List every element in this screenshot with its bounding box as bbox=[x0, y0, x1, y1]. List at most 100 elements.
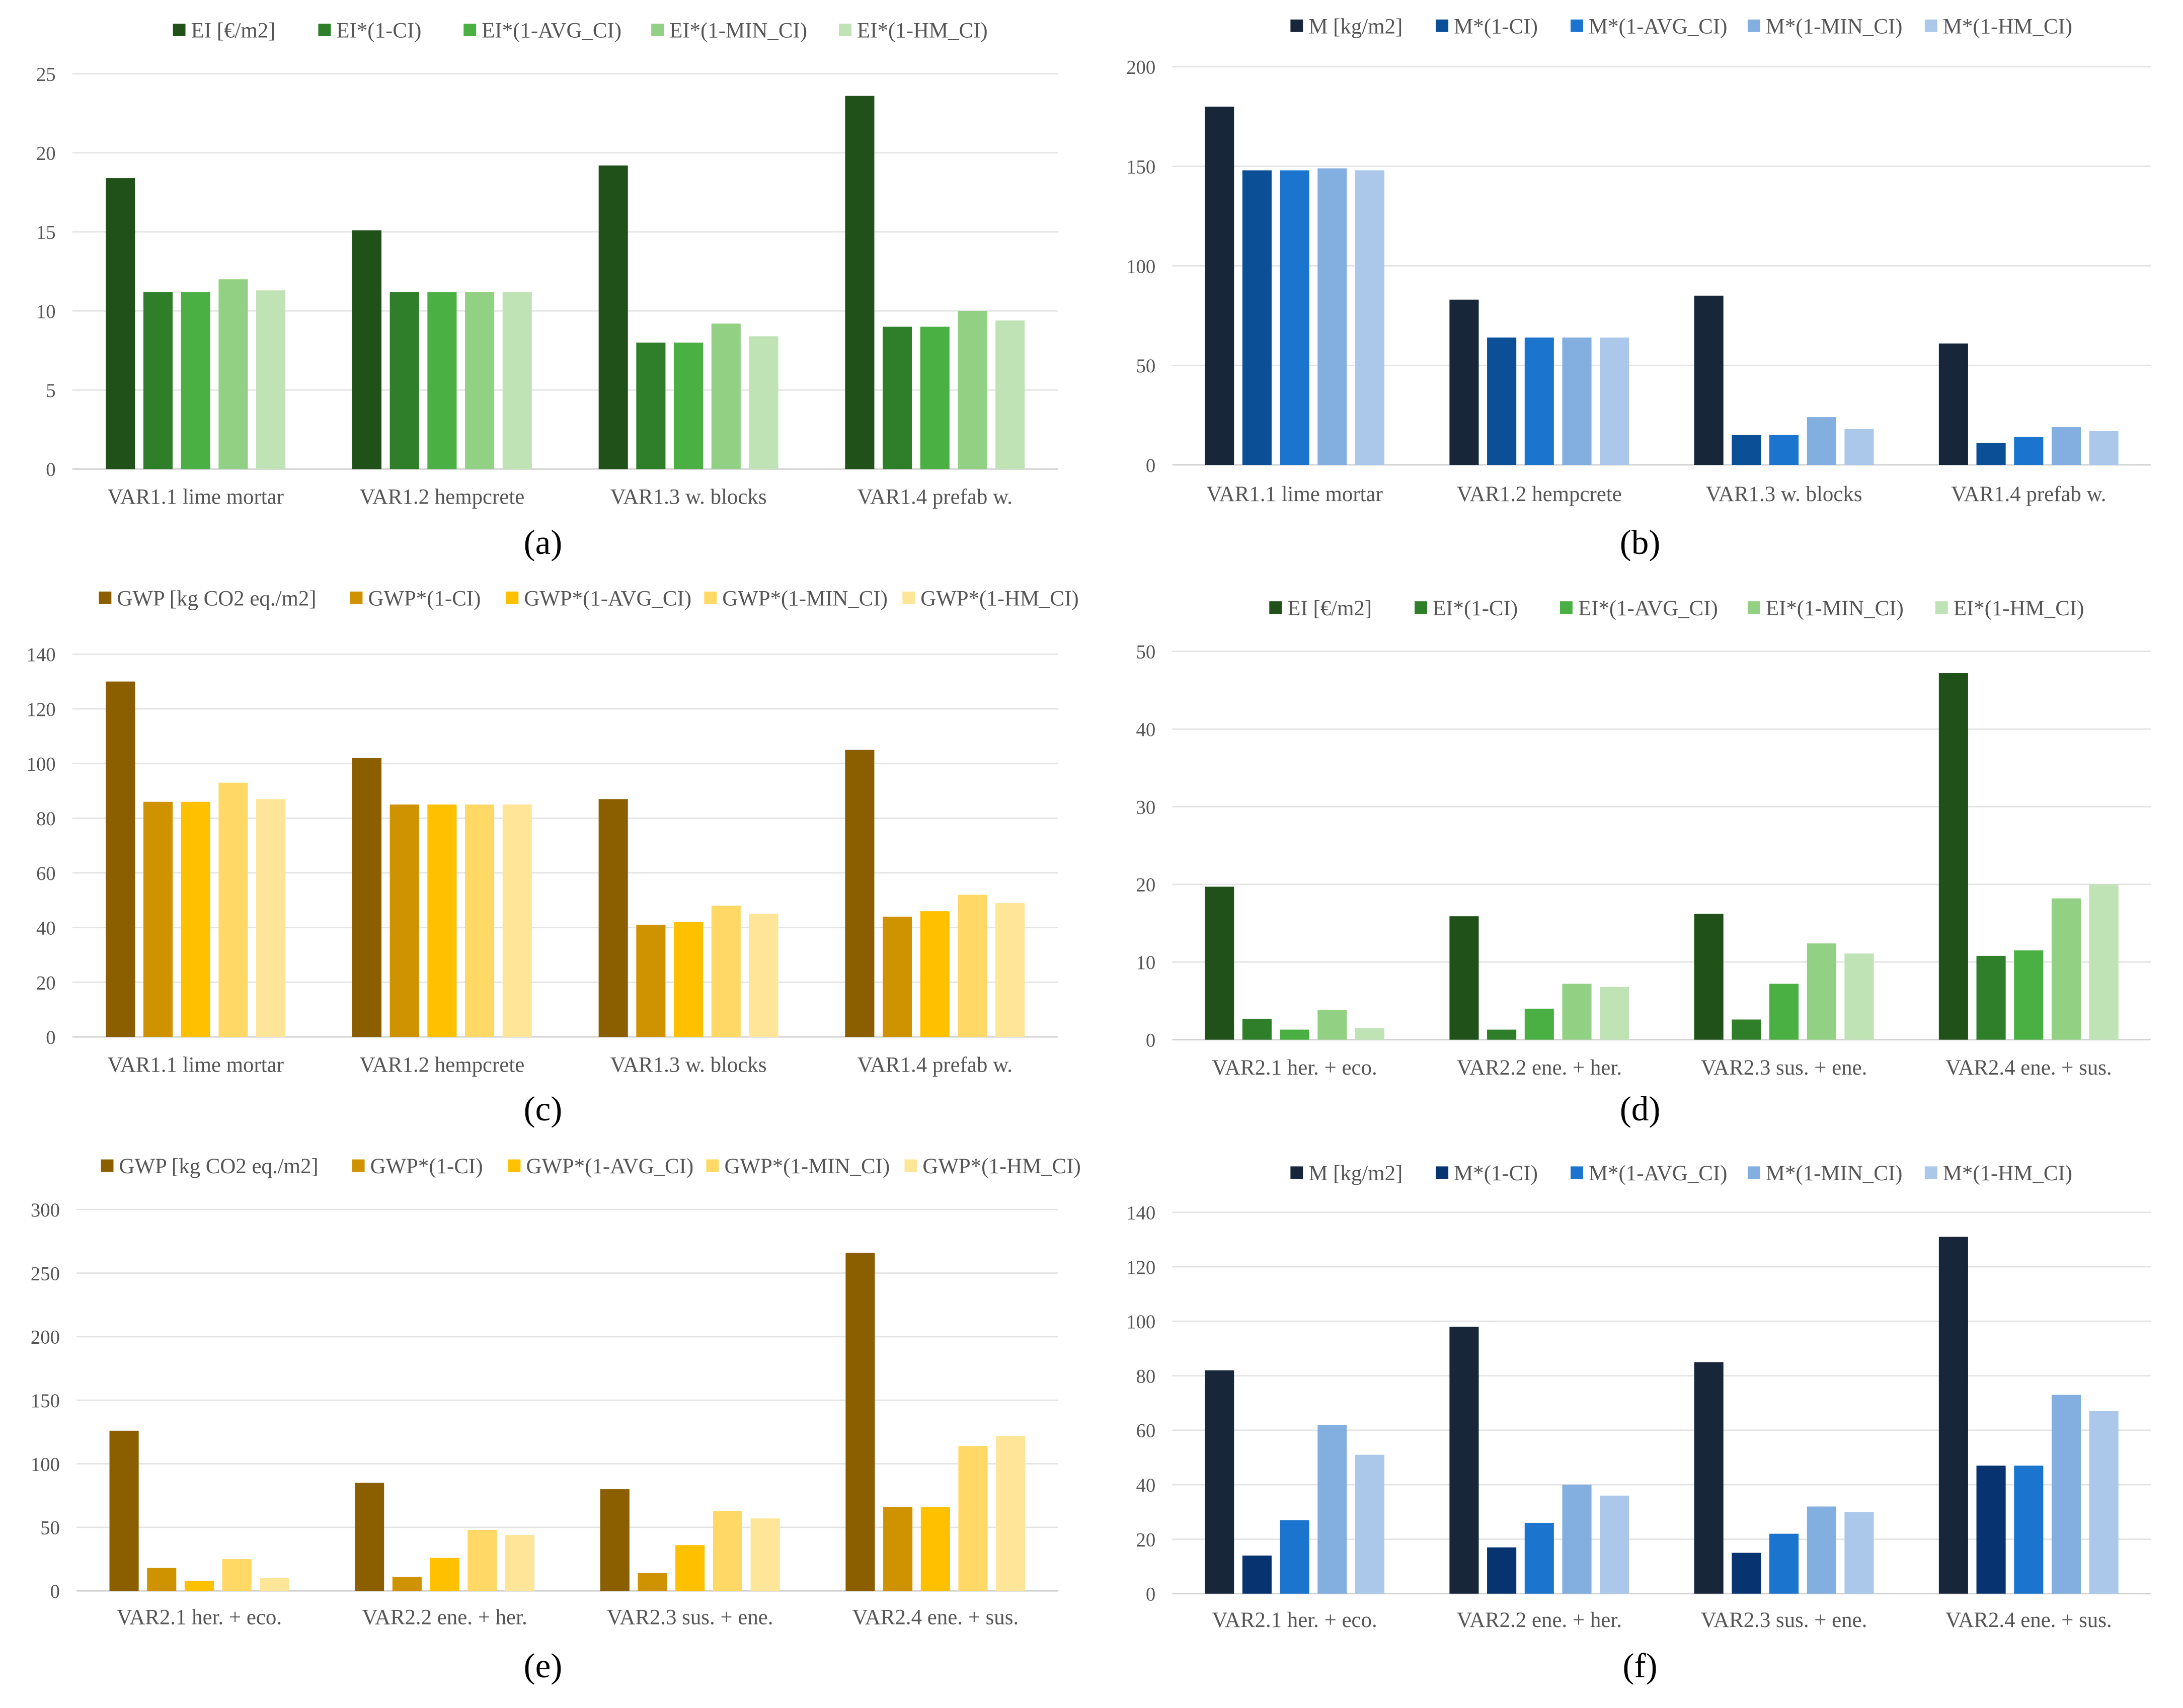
bar bbox=[389, 804, 419, 1037]
legend-label: M*(1-MIN_CI) bbox=[1766, 1162, 1903, 1185]
bar bbox=[920, 327, 950, 469]
legend-swatch bbox=[173, 24, 186, 36]
bar bbox=[1600, 337, 1629, 465]
legend-swatch bbox=[1415, 601, 1428, 614]
bar bbox=[1242, 1555, 1272, 1594]
legend-label: EI*(1-AVG_CI) bbox=[1578, 597, 1718, 620]
legend-label: M*(1-HM_CI) bbox=[1943, 15, 2072, 38]
bar bbox=[600, 1489, 630, 1591]
legend-swatch bbox=[101, 1159, 114, 1172]
category-label: VAR1.3 w. blocks bbox=[610, 485, 767, 509]
bar bbox=[218, 279, 248, 469]
category-label: VAR2.4 ene. + sus. bbox=[1945, 1056, 2112, 1080]
y-tick-label: 100 bbox=[31, 1453, 60, 1475]
y-tick-label: 60 bbox=[1136, 1420, 1156, 1442]
y-tick-label: 5 bbox=[46, 380, 55, 401]
bar bbox=[106, 178, 135, 469]
category-label: VAR2.2 ene. + her. bbox=[362, 1606, 527, 1630]
y-tick-label: 200 bbox=[1126, 57, 1155, 78]
legend-label: M [kg/m2] bbox=[1308, 15, 1402, 38]
category-label: VAR1.2 hempcrete bbox=[359, 485, 524, 509]
bar bbox=[505, 1535, 535, 1591]
bar bbox=[465, 292, 495, 469]
bar bbox=[674, 922, 704, 1037]
bar bbox=[2014, 950, 2044, 1040]
legend: M [kg/m2] M*(1-CI) M*(1-AVG_CI) M*(1-MIN_CI… bbox=[1290, 15, 2072, 38]
bar bbox=[958, 894, 987, 1037]
y-tick-label: 0 bbox=[1146, 1584, 1155, 1605]
bar bbox=[467, 1529, 497, 1591]
bar bbox=[1280, 1029, 1309, 1040]
bar bbox=[636, 925, 666, 1037]
bar bbox=[1938, 1237, 1968, 1594]
bar bbox=[143, 801, 173, 1037]
y-tick-label: 0 bbox=[46, 1027, 55, 1048]
legend-label: GWP*(1-AVG_CI) bbox=[526, 1155, 693, 1178]
bar bbox=[883, 917, 912, 1037]
category-label: VAR1.2 hempcrete bbox=[359, 1053, 524, 1077]
category-label: VAR2.1 her. + eco. bbox=[1212, 1608, 1377, 1632]
y-tick-label: 20 bbox=[36, 143, 56, 165]
bar bbox=[1976, 443, 2006, 465]
bar bbox=[1317, 1010, 1347, 1040]
bar bbox=[2089, 431, 2119, 465]
bar bbox=[222, 1559, 252, 1591]
legend-label: EI*(1-AVG_CI) bbox=[482, 19, 621, 43]
bar bbox=[1562, 1485, 1592, 1594]
legend-swatch bbox=[1747, 1166, 1760, 1179]
bar bbox=[1449, 916, 1479, 1040]
bar bbox=[427, 804, 457, 1037]
y-tick-label: 0 bbox=[50, 1581, 60, 1602]
bar bbox=[147, 1568, 177, 1591]
y-tick-label: 120 bbox=[27, 699, 56, 720]
bar bbox=[711, 906, 741, 1037]
y-tick-label: 15 bbox=[36, 222, 56, 243]
y-tick-label: 200 bbox=[31, 1327, 60, 1348]
bar bbox=[1732, 435, 1761, 465]
bar bbox=[1562, 337, 1592, 465]
category-label: VAR1.3 w. blocks bbox=[1706, 482, 1862, 506]
bar bbox=[352, 230, 382, 469]
legend-swatch bbox=[904, 1159, 917, 1172]
y-tick-label: 120 bbox=[1126, 1257, 1155, 1278]
bar bbox=[1317, 1425, 1347, 1594]
legend: EI [€/m2] EI*(1-CI) EI*(1-AVG_CI) EI*(1-MIN… bbox=[1269, 597, 2084, 620]
legend-swatch bbox=[508, 1159, 521, 1172]
y-tick-label: 40 bbox=[1136, 719, 1156, 741]
bar bbox=[392, 1577, 422, 1591]
bar bbox=[2051, 1395, 2081, 1594]
panel-label: (f) bbox=[1623, 1646, 1658, 1685]
legend-swatch bbox=[350, 591, 363, 604]
legend-swatch bbox=[506, 591, 519, 604]
y-tick-label: 40 bbox=[36, 918, 56, 939]
bar bbox=[1976, 955, 2006, 1040]
category-label: VAR2.2 ene. + her. bbox=[1457, 1056, 1622, 1080]
bar bbox=[2014, 437, 2044, 465]
bar bbox=[845, 1253, 875, 1591]
legend-label: M*(1-CI) bbox=[1454, 1162, 1538, 1185]
bar bbox=[1976, 1466, 2006, 1594]
category-label: VAR2.1 her. + eco. bbox=[117, 1606, 282, 1630]
panel-label: (e) bbox=[524, 1646, 563, 1685]
legend: M [kg/m2] M*(1-CI) M*(1-AVG_CI) M*(1-MIN_CI… bbox=[1290, 1162, 2072, 1185]
bar bbox=[883, 327, 912, 469]
bar bbox=[713, 1511, 742, 1591]
bar bbox=[1844, 429, 1874, 465]
bar bbox=[1769, 1533, 1799, 1594]
bar bbox=[1694, 914, 1724, 1040]
bar bbox=[502, 292, 532, 469]
legend: GWP [kg CO2 eq./m2] GWP*(1-CI) GWP*(1-AVG_… bbox=[101, 1155, 1081, 1178]
category-label: VAR1.4 prefab w. bbox=[857, 1053, 1012, 1077]
y-tick-label: 140 bbox=[27, 644, 56, 666]
bar bbox=[1769, 984, 1799, 1040]
bar bbox=[675, 1545, 705, 1591]
legend-swatch bbox=[1560, 601, 1573, 614]
legend-label: GWP [kg CO2 eq./m2] bbox=[119, 1155, 319, 1178]
bar bbox=[1524, 337, 1554, 465]
y-tick-label: 80 bbox=[36, 808, 56, 830]
bar bbox=[958, 311, 987, 469]
legend: GWP [kg CO2 eq./m2] GWP*(1-CI) GWP*(1-AVG_… bbox=[99, 587, 1079, 610]
bar bbox=[2014, 1466, 2044, 1594]
bar bbox=[181, 292, 210, 469]
bar bbox=[184, 1581, 214, 1591]
